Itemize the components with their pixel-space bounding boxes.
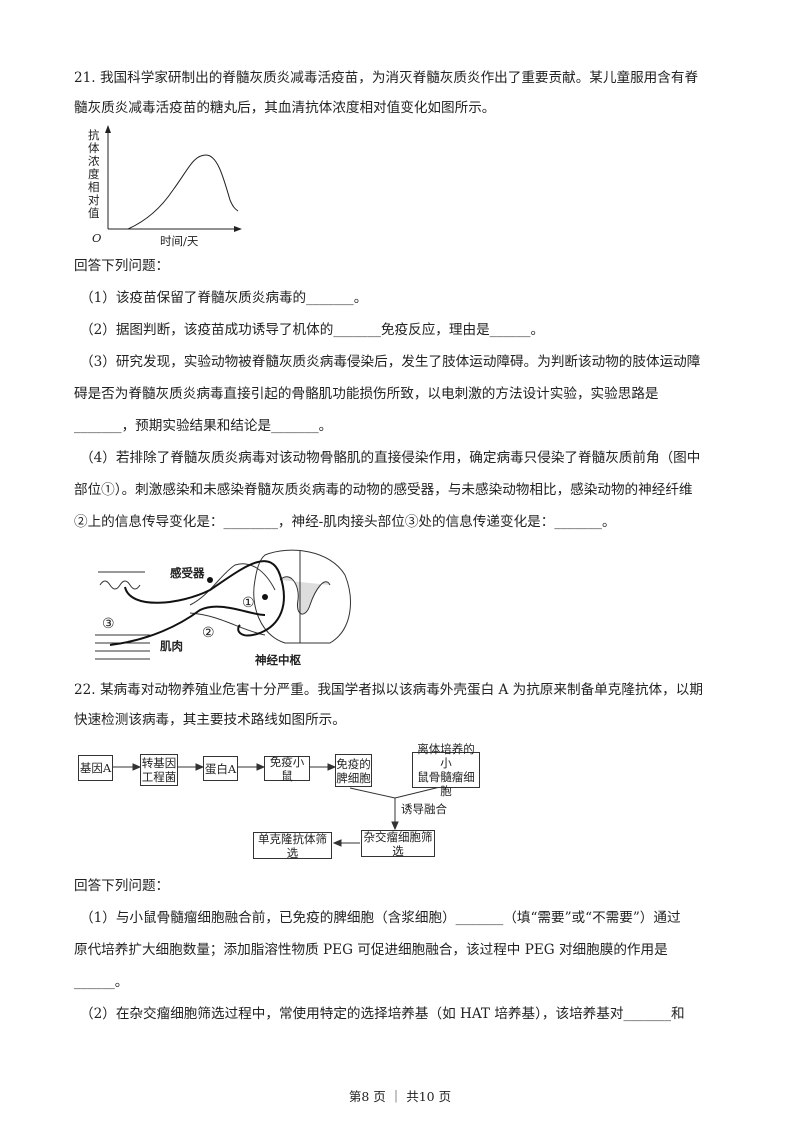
flow-spleen-cells: 免疫的 脾细胞	[335, 754, 372, 787]
mab-flowchart: 基因A 转基因 工程菌 蛋白A 免疫小鼠 免疫的 脾细胞 离体培养的小 鼠骨髓瘤细胞 …	[0, 740, 800, 865]
q21-question-3a: （3）研究发现，实验动物被脊髓灰质炎病毒侵染后，发生了肢体运动障碍。为判断该动物…	[80, 354, 701, 370]
mark-1: ①	[242, 595, 255, 611]
flow-myeloma-cells: 离体培养的小 鼠骨髓瘤细胞	[412, 742, 480, 798]
reflex-arc-figure: 感受器 肌肉 神经中枢 ① ② ③	[90, 545, 360, 670]
page-footer: 第8 页 ｜ 共10 页	[348, 1089, 452, 1104]
muscle-label: 肌肉	[160, 639, 183, 653]
nerve-center-label: 神经中枢	[255, 653, 301, 667]
flow-text: 离体培养的小	[417, 742, 475, 770]
q21-question-1: （1）该疫苗保留了脊髓灰质炎病毒的_______。	[80, 290, 368, 306]
antibody-graph: 抗体浓度相对值 O 时间/天	[88, 125, 258, 250]
flow-protein-a: 蛋白A	[203, 756, 238, 781]
q21-question-3c: _______，预期实验结果和结论是_______。	[74, 418, 333, 434]
q21-question-4a: （4）若排除了脊髓灰质炎病毒对该动物骨骼肌的直接侵染作用，确定病毒只侵染了脊髓灰…	[80, 450, 701, 466]
q21-question-3b: 碍是否为脊髓灰质炎病毒直接引起的骨骼肌功能损伤所致，以电刺激的方法设计实验，实验…	[74, 386, 659, 402]
q21-question-4c: ②上的信息传导变化是：________，神经-肌肉接头部位③处的信息传递变化是：…	[74, 514, 616, 530]
flow-text: 鼠骨髓瘤细胞	[417, 770, 475, 798]
y-axis-label: 抗体浓度相对值	[88, 128, 100, 220]
origin-label: O	[92, 231, 102, 245]
flow-hybridoma-screening: 杂交瘤细胞筛选	[361, 830, 435, 858]
q21-line-1: 21. 我国科学家研制出的脊髓灰质炎减毒活疫苗，为消灭脊髓灰质炎作出了重要贡献。…	[74, 70, 699, 86]
flow-mab-screening: 单克隆抗体筛选	[253, 832, 332, 860]
q22-line-2: 快速检测该病毒，其主要技术路线如图所示。	[74, 712, 346, 728]
mark-2: ②	[202, 625, 215, 641]
x-axis-label: 时间/天	[160, 234, 199, 248]
q22-line-1: 22. 某病毒对动物养殖业危害十分严重。我国学者拟以该病毒外壳蛋白 A 为抗原来…	[74, 682, 703, 698]
q22-question-1b: 原代培养扩大细胞数量；添加脂溶性物质 PEG 可促进细胞融合，该过程中 PEG …	[74, 942, 668, 958]
q22-question-1c: ______。	[74, 974, 129, 990]
mark-3: ③	[102, 616, 115, 632]
q21-line-2: 髓灰质炎减毒活疫苗的糖丸后，其血清抗体浓度相对值变化如图所示。	[74, 100, 496, 116]
q22-question-1a: （1）与小鼠骨髓瘤细胞融合前，已免疫的脾细胞（含浆细胞）_______（填“需要…	[80, 910, 681, 926]
q22-prompt: 回答下列问题：	[74, 878, 170, 894]
antibody-curve	[127, 154, 239, 230]
flow-text: 免疫的	[336, 756, 371, 771]
q21-prompt: 回答下列问题：	[74, 258, 170, 274]
flow-engineered-bacteria: 转基因 工程菌	[140, 754, 178, 786]
flow-immunized-mouse: 免疫小鼠	[264, 755, 310, 783]
flow-fusion-label: 诱导融合	[401, 802, 447, 816]
flow-text: 转基因	[141, 756, 177, 770]
flow-text: 工程菌	[141, 770, 177, 784]
q21-question-4b: 部位①）。刺激感染和未感染脊髓灰质炎病毒的动物的感受器，与未感染动物相比，感染动…	[74, 482, 693, 498]
q22-question-2a: （2）在杂交瘤细胞筛选过程中，常使用特定的选择培养基（如 HAT 培养基），该培…	[80, 1006, 685, 1022]
q21-question-2: （2）据图判断，该疫苗成功诱导了机体的_______免疫反应，理由是______…	[80, 322, 545, 338]
receptor-label: 感受器	[170, 566, 205, 580]
flow-text: 脾细胞	[336, 770, 371, 785]
flow-gene-a: 基因A	[78, 755, 113, 781]
